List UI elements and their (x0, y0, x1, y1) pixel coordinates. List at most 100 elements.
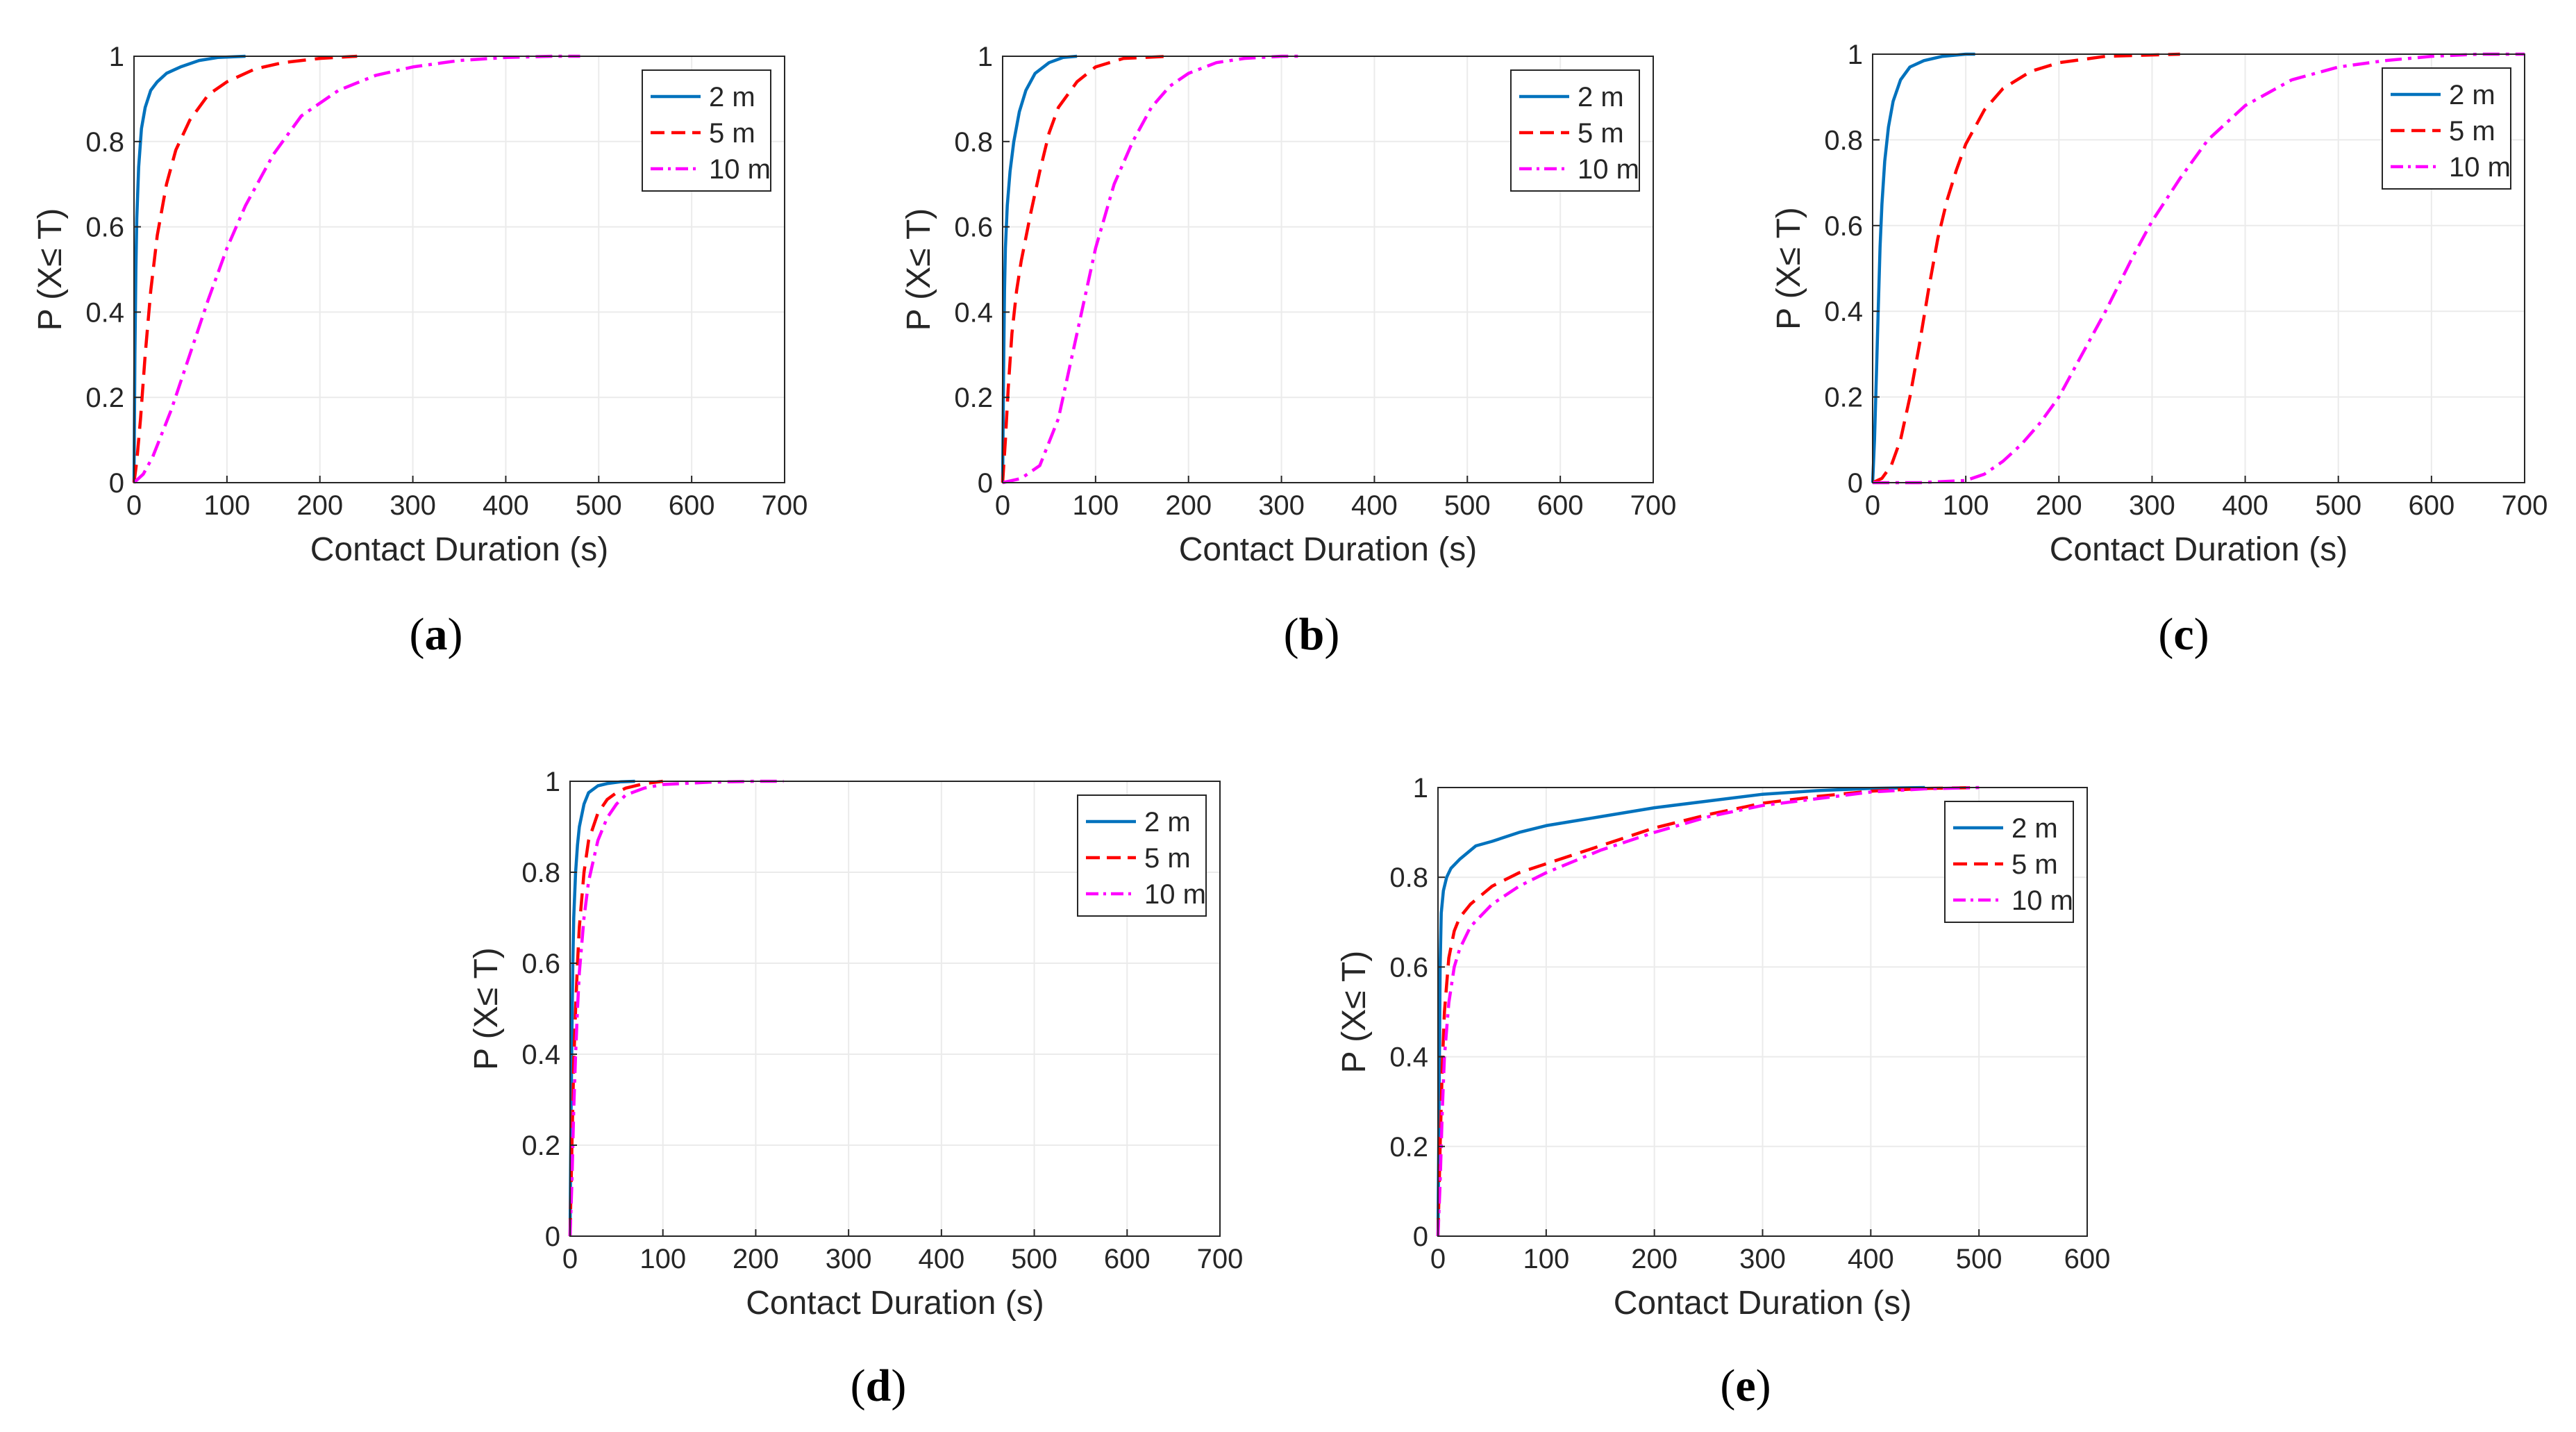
panel-caption-letter: a (425, 609, 448, 660)
panel-caption-letter: d (866, 1360, 892, 1411)
x-axis-label: Contact Duration (s) (1179, 531, 1478, 568)
x-tick-label: 200 (2036, 490, 2082, 521)
y-tick-label: 0.6 (1824, 211, 1863, 242)
axes-box (1872, 53, 2525, 483)
legend-box (1944, 801, 2074, 923)
panel-caption-letter: c (2173, 609, 2193, 660)
legend-label: 2 m (709, 82, 755, 113)
x-tick-label: 400 (1848, 1244, 1894, 1274)
x-tick-label: 400 (1351, 490, 1398, 521)
y-tick-label: 1 (1413, 773, 1428, 804)
x-axis-label: Contact Duration (s) (746, 1285, 1044, 1322)
x-tick-label: 300 (826, 1244, 872, 1274)
x-tick-label: 600 (1537, 490, 1584, 521)
x-tick-label: 100 (203, 490, 250, 521)
panel-caption: (a) (410, 609, 463, 660)
legend-label: 10 m (2012, 885, 2073, 916)
y-tick-label: 0.4 (85, 297, 124, 328)
y-tick-label: 0.2 (1824, 383, 1863, 413)
x-tick-label: 300 (2129, 490, 2175, 521)
y-tick-label: 0.6 (1389, 952, 1428, 983)
y-axis-label: P (X≤ T) (32, 208, 69, 331)
legend-box (2382, 67, 2511, 190)
legend-label: 5 m (709, 118, 755, 149)
panel-caption: (c) (2158, 609, 2209, 660)
x-tick-label: 700 (1197, 1244, 1244, 1274)
series-line-10m (1002, 54, 1300, 485)
y-tick-label: 0.8 (521, 858, 560, 888)
x-tick-label: 500 (1444, 490, 1491, 521)
axes-box (569, 781, 1221, 1237)
series-line-2m (1871, 52, 1975, 483)
x-tick-label: 600 (1104, 1244, 1151, 1274)
x-axis-label: Contact Duration (s) (2050, 531, 2348, 568)
series-line-2m (1436, 785, 1925, 1237)
x-tick-label: 700 (2502, 490, 2548, 521)
y-tick-label: 0 (1413, 1222, 1428, 1252)
y-tick-label: 0.6 (521, 949, 560, 979)
panel-caption-letter: e (1735, 1360, 1755, 1411)
x-tick-label: 600 (2064, 1244, 2111, 1274)
series-line-2m (132, 54, 246, 483)
legend-label: 2 m (1144, 807, 1191, 838)
chart-panel-e: 0 100 200 300 400 500 600 0 0.2 0.4 0.6 0.8 1 Contact… (1336, 773, 2110, 1411)
x-tick-label: 0 (1430, 1244, 1446, 1274)
y-tick-label: 0.4 (1824, 297, 1863, 327)
x-tick-label: 500 (1956, 1244, 2002, 1274)
series-line-5m (132, 54, 358, 483)
legend: 2 m 5 m 10 m (1944, 801, 2074, 923)
y-tick-label: 0.6 (85, 213, 124, 243)
y-tick-label: 1 (545, 767, 560, 797)
y-tick-label: 0.8 (85, 127, 124, 158)
y-tick-label: 0.8 (954, 127, 993, 158)
x-tick-label: 500 (576, 490, 622, 521)
x-tick-label: 100 (1523, 1244, 1569, 1274)
x-tick-label: 600 (669, 490, 715, 521)
y-tick-label: 0.4 (521, 1040, 560, 1070)
legend-label: 2 m (2449, 80, 2495, 110)
legend-label: 10 m (2449, 152, 2511, 183)
x-tick-label: 100 (1072, 490, 1119, 521)
x-tick-label: 700 (1630, 490, 1677, 521)
axes-box (133, 56, 785, 483)
legend-label: 5 m (1144, 843, 1191, 874)
y-axis-label: P (X≤ T) (901, 208, 937, 331)
y-tick-label: 1 (978, 42, 993, 72)
legend-box (1077, 794, 1207, 917)
x-tick-label: 100 (1943, 490, 1989, 521)
legend-box (642, 69, 771, 192)
panel-caption: (e) (1720, 1360, 1771, 1411)
x-tick-label: 500 (2315, 490, 2361, 521)
y-tick-label: 0.8 (1389, 863, 1428, 893)
x-tick-label: 400 (918, 1244, 964, 1274)
y-tick-label: 0 (545, 1222, 560, 1252)
y-tick-label: 0 (1848, 468, 1863, 499)
legend: 2 m 5 m 10 m (1077, 794, 1207, 917)
panel-caption: (b) (1284, 609, 1340, 660)
legend: 2 m 5 m 10 m (2382, 67, 2511, 190)
y-tick-label: 0.4 (1389, 1042, 1428, 1073)
y-tick-label: 0.4 (954, 297, 993, 328)
x-axis-label: Contact Duration (s) (310, 531, 609, 568)
y-tick-label: 1 (109, 42, 124, 72)
y-tick-label: 0 (109, 468, 124, 499)
series-line-2m (568, 779, 635, 1237)
legend-label: 10 m (709, 154, 771, 185)
y-tick-label: 0.8 (1824, 125, 1863, 156)
x-tick-label: 500 (1011, 1244, 1057, 1274)
x-tick-label: 200 (296, 490, 343, 521)
x-tick-label: 300 (1258, 490, 1305, 521)
x-tick-label: 0 (126, 490, 142, 521)
x-tick-label: 100 (639, 1244, 686, 1274)
x-tick-label: 300 (1739, 1244, 1786, 1274)
legend-label: 5 m (1578, 118, 1624, 149)
series-line-2m (1001, 54, 1078, 483)
legend-label: 2 m (1578, 82, 1624, 113)
x-tick-label: 0 (562, 1244, 578, 1274)
legend-box (1510, 69, 1640, 192)
y-tick-label: 0.2 (954, 383, 993, 413)
legend: 2 m 5 m 10 m (642, 69, 771, 192)
legend-label: 5 m (2012, 849, 2058, 880)
x-tick-label: 200 (1165, 490, 1212, 521)
x-tick-label: 200 (733, 1244, 779, 1274)
